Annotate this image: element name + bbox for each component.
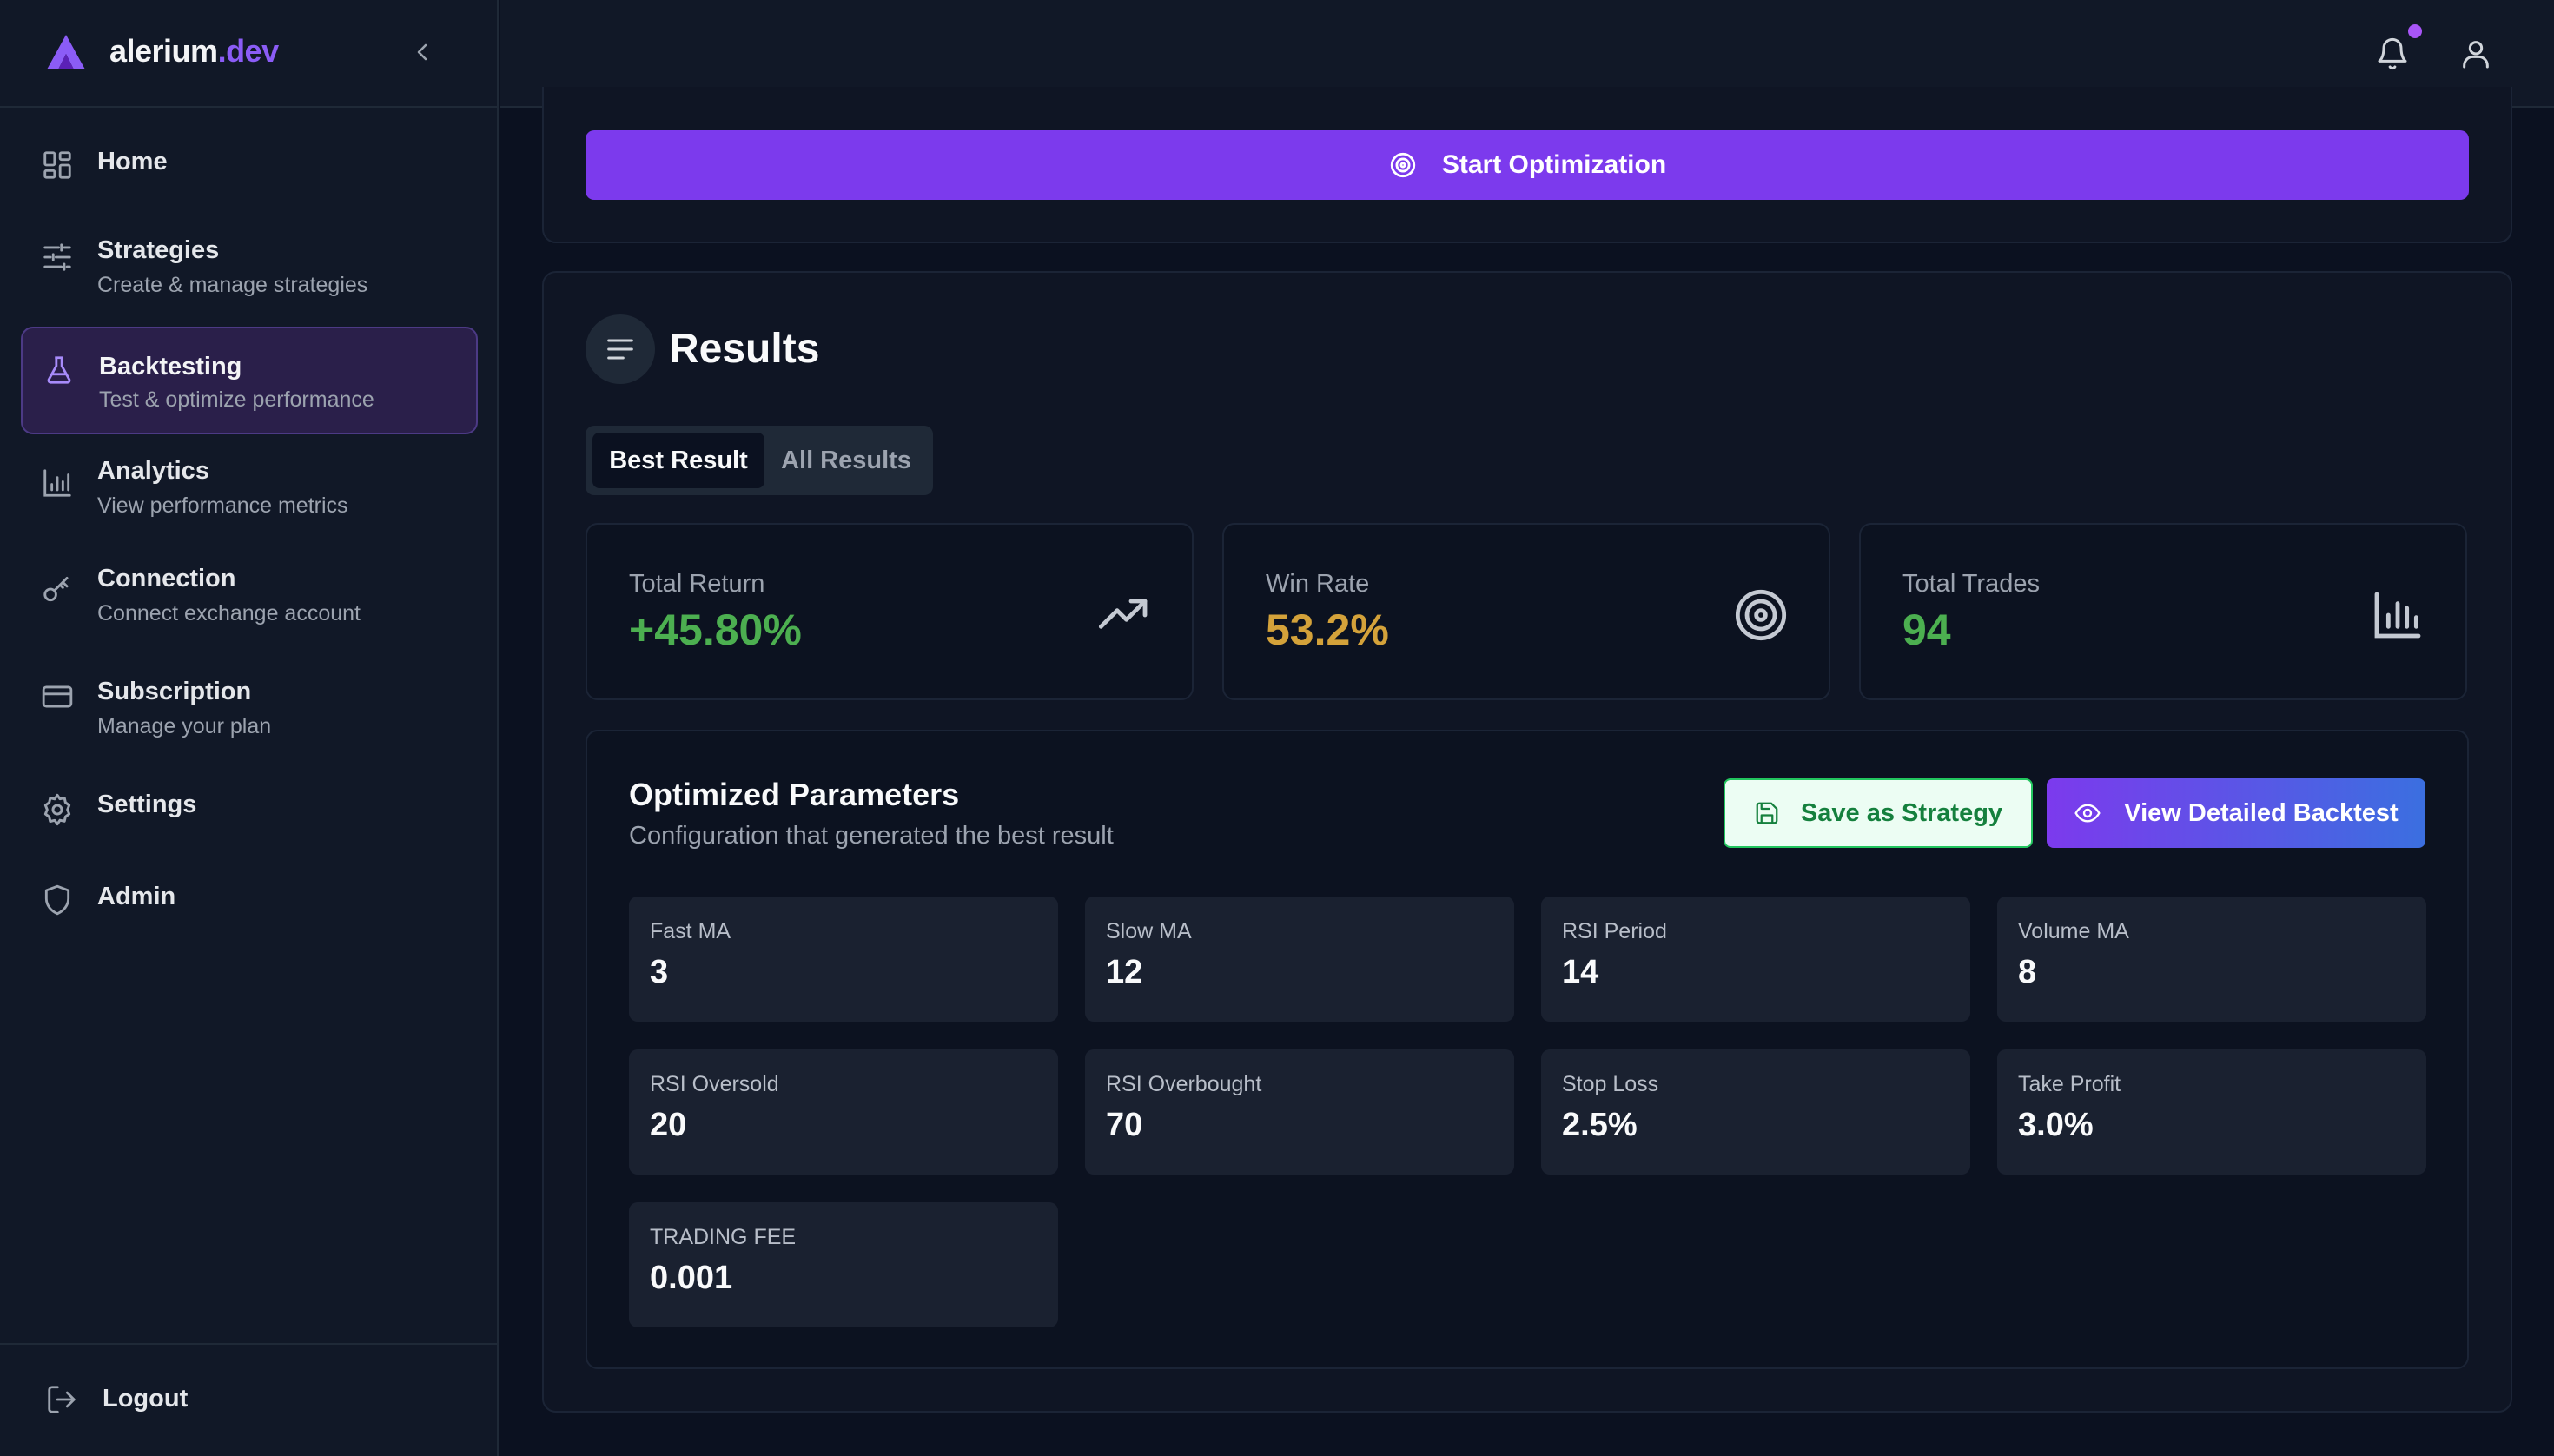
shield-icon — [40, 883, 75, 917]
sidebar-item-label: Home — [97, 148, 168, 175]
sliders-icon — [40, 240, 75, 275]
sidebar-item-label: Analytics — [97, 457, 209, 485]
sidebar-item-subtitle: Connect exchange account — [97, 601, 361, 625]
sidebar-item-connection[interactable]: Connection Connect exchange account — [21, 553, 478, 660]
params-subtitle: Configuration that generated the best re… — [629, 822, 1114, 850]
flask-icon — [42, 353, 76, 387]
save-icon — [1756, 802, 1778, 824]
param-value: 3.0% — [2018, 1107, 2094, 1143]
param-trading-fee: TRADING FEE 0.001 — [629, 1202, 1058, 1327]
param-label: RSI Overbought — [1106, 1072, 1262, 1096]
bar-chart-icon — [2374, 592, 2421, 639]
param-value: 0.001 — [650, 1260, 733, 1296]
param-slow-ma: Slow MA 12 — [1085, 897, 1514, 1022]
save-as-strategy-button[interactable]: Save as Strategy — [1724, 778, 2033, 848]
param-value: 8 — [2018, 954, 2037, 990]
sidebar-item-subtitle: Manage your plan — [97, 714, 272, 738]
sidebar-item-subscription[interactable]: Subscription Manage your plan — [21, 665, 478, 773]
eye-icon — [2074, 804, 2101, 823]
credit-card-icon — [40, 679, 75, 714]
gear-icon — [40, 792, 75, 827]
stat-card-win-rate: Win Rate 53.2% — [1222, 523, 1830, 700]
sidebar-nav: Home Strategies Create & manage strategi… — [21, 122, 478, 963]
sidebar-item-settings[interactable]: Settings — [21, 778, 478, 865]
param-label: RSI Oversold — [650, 1072, 779, 1096]
param-label: Volume MA — [2018, 919, 2129, 943]
chevron-left-icon — [417, 43, 427, 61]
brand-name[interactable]: alerium.dev — [109, 33, 279, 69]
sidebar-item-subtitle: View performance metrics — [97, 493, 348, 518]
param-rsi-overbought: RSI Overbought 70 — [1085, 1049, 1514, 1175]
param-label: Stop Loss — [1562, 1072, 1659, 1096]
menu-lines-icon — [586, 314, 655, 384]
param-label: TRADING FEE — [650, 1225, 797, 1249]
bell-icon[interactable] — [2375, 36, 2410, 71]
trending-up-icon — [1098, 599, 1148, 629]
param-label: Fast MA — [650, 919, 731, 943]
sidebar: alerium.dev Home Strategies Create & man… — [0, 0, 499, 1456]
sidebar-item-subtitle: Create & manage strategies — [97, 273, 368, 297]
param-volume-ma: Volume MA 8 — [1997, 897, 2426, 1022]
sidebar-item-home[interactable]: Home — [21, 122, 478, 208]
stat-value: 94 — [1902, 606, 1951, 654]
grid-icon — [40, 148, 75, 182]
sidebar-item-label: Connection — [97, 565, 236, 592]
stat-label: Total Trades — [1902, 570, 2040, 598]
sidebar-item-analytics[interactable]: Analytics View performance metrics — [21, 440, 478, 547]
sidebar-item-label: Admin — [97, 883, 176, 910]
sidebar-item-strategies[interactable]: Strategies Create & manage strategies — [21, 214, 478, 321]
user-icon[interactable] — [2458, 36, 2493, 71]
tab-best-result[interactable]: Best Result — [592, 433, 764, 488]
param-label: RSI Period — [1562, 919, 1667, 943]
tab-all-results[interactable]: All Results — [781, 446, 911, 474]
logout-label: Logout — [103, 1385, 189, 1413]
view-detailed-backtest-label: View Detailed Backtest — [2124, 798, 2399, 827]
stat-label: Total Return — [629, 570, 765, 598]
param-take-profit: Take Profit 3.0% — [1997, 1049, 2426, 1175]
collapse-sidebar-button[interactable] — [408, 36, 436, 68]
results-tabs: Best Result All Results — [586, 426, 933, 495]
param-rsi-period: RSI Period 14 — [1541, 897, 1970, 1022]
view-detailed-backtest-button[interactable]: View Detailed Backtest — [2047, 778, 2425, 848]
stat-label: Win Rate — [1266, 570, 1370, 598]
results-title: Results — [669, 326, 820, 372]
params-title: Optimized Parameters — [629, 777, 960, 812]
target-icon — [1390, 152, 1415, 178]
param-value: 2.5% — [1562, 1107, 1638, 1143]
target-icon — [1735, 589, 1787, 641]
sidebar-item-backtesting[interactable]: Backtesting Test & optimize performance — [21, 327, 478, 434]
brand-logo-icon[interactable] — [45, 33, 87, 71]
logout-icon — [48, 1386, 76, 1413]
brand-header: alerium.dev — [0, 0, 499, 108]
sidebar-item-admin[interactable]: Admin — [21, 870, 478, 957]
logout-button[interactable]: Logout — [0, 1343, 499, 1456]
stat-card-total-return: Total Return +45.80% — [586, 523, 1194, 700]
stat-value: 53.2% — [1266, 606, 1389, 654]
start-optimization-button[interactable]: Start Optimization — [586, 130, 2469, 200]
sidebar-item-label: Backtesting — [99, 353, 242, 381]
param-value: 14 — [1562, 954, 1599, 990]
save-as-strategy-label: Save as Strategy — [1800, 798, 2003, 827]
sidebar-item-label: Settings — [97, 791, 197, 818]
bar-chart-icon — [40, 466, 75, 500]
stat-card-total-trades: Total Trades 94 — [1859, 523, 2467, 700]
notification-badge — [2408, 24, 2422, 38]
param-rsi-oversold: RSI Oversold 20 — [629, 1049, 1058, 1175]
param-value: 70 — [1106, 1107, 1143, 1143]
param-stop-loss: Stop Loss 2.5% — [1541, 1049, 1970, 1175]
param-fast-ma: Fast MA 3 — [629, 897, 1058, 1022]
param-value: 12 — [1106, 954, 1143, 990]
param-value: 20 — [650, 1107, 687, 1143]
sidebar-item-label: Subscription — [97, 678, 252, 705]
sidebar-item-label: Strategies — [97, 236, 220, 264]
key-icon — [40, 572, 75, 606]
param-value: 3 — [650, 954, 669, 990]
param-label: Take Profit — [2018, 1072, 2121, 1096]
stat-value: +45.80% — [629, 606, 802, 654]
start-optimization-label: Start Optimization — [1441, 150, 1667, 179]
sidebar-item-subtitle: Test & optimize performance — [99, 387, 374, 412]
param-label: Slow MA — [1106, 919, 1192, 943]
